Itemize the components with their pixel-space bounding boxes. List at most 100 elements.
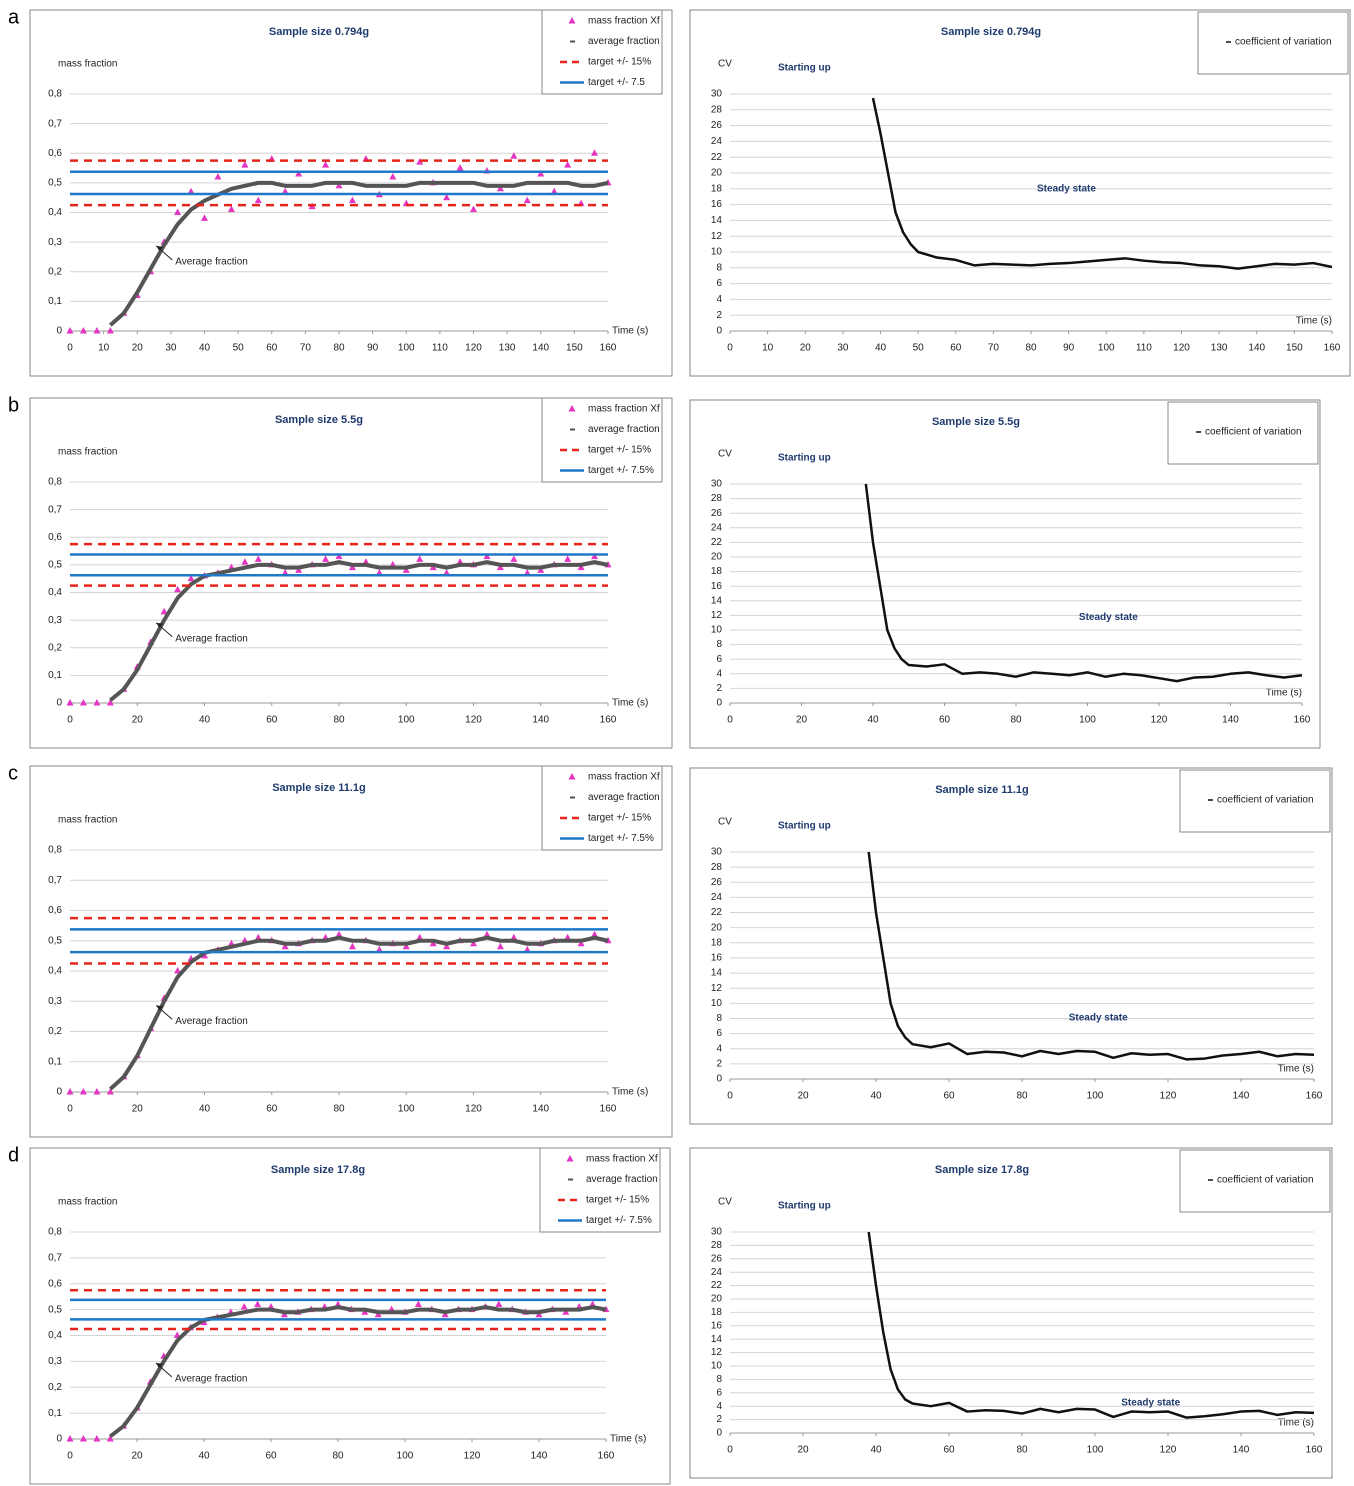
y-tick-label: 10 — [711, 625, 723, 636]
data-point — [66, 327, 74, 334]
x-tick-label: 70 — [988, 343, 1000, 354]
y-tick-label: 4 — [716, 294, 722, 305]
y-tick-label: 0,8 — [48, 477, 62, 488]
data-point — [79, 699, 87, 706]
x-tick-label: 40 — [867, 715, 879, 726]
y-tick-label: 20 — [711, 552, 723, 563]
data-point — [335, 552, 343, 560]
panel-label: d — [8, 1144, 19, 1166]
data-point — [160, 607, 168, 615]
y-tick-label: 2 — [716, 1059, 722, 1070]
y-tick-label: 0 — [716, 1428, 722, 1439]
x-tick-label: 140 — [1222, 715, 1239, 726]
data-line — [867, 1231, 1315, 1419]
data-point — [483, 552, 491, 560]
annotation: Average fraction — [175, 1016, 248, 1027]
data-point — [389, 172, 397, 180]
legend-label: average fraction — [588, 36, 660, 47]
y-tick-label: 0,4 — [48, 587, 62, 598]
y-tick-label: 0,3 — [48, 1356, 62, 1367]
y-tick-label: 0,7 — [48, 504, 62, 515]
y-tick-label: 0,8 — [48, 845, 62, 856]
y-tick-label: 0,7 — [48, 875, 62, 886]
x-tick-label: 140 — [1233, 1445, 1250, 1456]
data-point — [66, 1435, 74, 1442]
y-tick-label: 22 — [711, 907, 723, 918]
x-axis-label: Time (s) — [612, 1087, 648, 1098]
data-point — [295, 169, 303, 177]
data-point — [496, 942, 504, 950]
data-point — [402, 566, 410, 573]
data-point — [523, 196, 531, 204]
legend-label: coefficient of variation — [1205, 427, 1302, 438]
data-point — [348, 196, 356, 204]
data-point — [79, 327, 87, 334]
y-tick-label: 0 — [56, 1434, 62, 1445]
data-point — [93, 699, 101, 706]
data-point — [523, 945, 531, 953]
y-axis-label: CV — [718, 449, 732, 460]
y-tick-label: 20 — [711, 1294, 723, 1305]
panel-label: a — [8, 6, 20, 28]
y-axis-label: CV — [718, 817, 732, 828]
data-point — [295, 566, 303, 573]
x-tick-label: 70 — [300, 343, 312, 354]
legend-label: average fraction — [588, 424, 660, 435]
y-tick-label: 18 — [711, 566, 723, 577]
annotation: Steady state — [1121, 1397, 1180, 1408]
data-point — [201, 214, 208, 221]
y-tick-label: 0,4 — [48, 966, 62, 977]
x-tick-label: 40 — [870, 1091, 882, 1102]
panel-label: c — [8, 762, 18, 784]
data-point — [591, 552, 599, 560]
chart-title: Sample size 0.794g — [941, 26, 1041, 38]
y-tick-label: 12 — [711, 231, 723, 242]
data-point — [348, 942, 356, 950]
y-tick-label: 0,7 — [48, 118, 62, 129]
y-tick-label: 24 — [711, 892, 723, 903]
y-tick-label: 26 — [711, 1253, 723, 1264]
annotation-arrowhead — [156, 622, 164, 628]
y-tick-label: 0,3 — [48, 996, 62, 1007]
data-point — [174, 585, 182, 593]
data-point — [577, 939, 585, 947]
legend-label: target +/- 15% — [588, 445, 651, 456]
x-tick-label: 40 — [199, 1104, 211, 1115]
data-point — [187, 187, 195, 195]
data-point — [550, 187, 558, 195]
data-point — [537, 169, 545, 177]
data-point — [564, 161, 572, 168]
x-tick-label: 60 — [950, 343, 962, 354]
data-point — [402, 942, 410, 950]
legend-label: coefficient of variation — [1217, 795, 1314, 806]
x-tick-label: 120 — [465, 343, 482, 354]
legend-marker — [566, 1155, 574, 1162]
x-tick-label: 160 — [598, 1451, 615, 1462]
y-tick-label: 30 — [711, 479, 723, 490]
data-point — [106, 1435, 114, 1442]
x-tick-label: 140 — [532, 715, 549, 726]
x-axis-label: Time (s) — [610, 1434, 646, 1445]
data-point — [496, 563, 504, 571]
x-tick-label: 100 — [1087, 1445, 1104, 1456]
data-point — [227, 205, 235, 213]
annotation: Starting up — [778, 1201, 831, 1212]
data-point — [591, 930, 599, 938]
data-point — [591, 149, 599, 156]
legend-box — [1179, 1149, 1331, 1213]
y-tick-label: 0,1 — [48, 1408, 62, 1419]
chart-title: Sample size 11.1g — [935, 784, 1029, 796]
y-tick-label: 24 — [711, 522, 723, 533]
legend-label: target +/- 15% — [588, 813, 651, 824]
x-tick-label: 40 — [875, 343, 887, 354]
x-tick-label: 0 — [727, 343, 733, 354]
x-tick-label: 50 — [913, 343, 925, 354]
y-tick-label: 4 — [716, 1401, 722, 1412]
data-point — [174, 208, 182, 215]
data-point — [335, 181, 343, 189]
x-tick-label: 140 — [1233, 1091, 1250, 1102]
x-tick-label: 100 — [397, 1451, 414, 1462]
y-tick-label: 22 — [711, 152, 723, 163]
x-tick-label: 130 — [1211, 343, 1228, 354]
x-tick-label: 0 — [67, 1451, 73, 1462]
